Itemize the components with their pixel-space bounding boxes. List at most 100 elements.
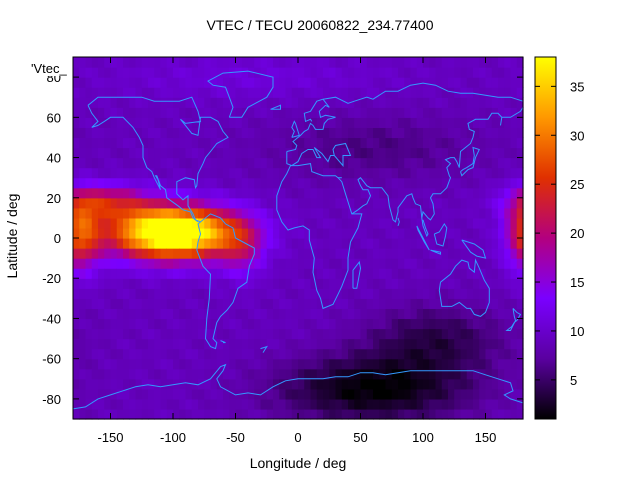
heatmap-cell bbox=[348, 217, 355, 229]
heatmap-cell bbox=[441, 318, 449, 330]
heatmap-cell bbox=[91, 107, 99, 118]
heatmap-cell bbox=[366, 348, 374, 360]
heatmap-cell bbox=[329, 227, 337, 239]
heatmap-cell bbox=[410, 368, 418, 380]
heatmap-cell bbox=[510, 67, 518, 78]
heatmap-cell bbox=[135, 117, 143, 128]
heatmap-cell bbox=[316, 398, 324, 410]
heatmap-cell bbox=[279, 258, 287, 269]
heatmap-cell bbox=[473, 308, 480, 320]
heatmap-cell bbox=[473, 288, 480, 299]
heatmap-cell bbox=[348, 117, 355, 128]
heatmap-cell bbox=[291, 308, 299, 320]
heatmap-cell bbox=[216, 77, 224, 88]
heatmap-cell bbox=[473, 177, 480, 189]
heatmap-cell bbox=[304, 187, 312, 199]
heatmap-cell bbox=[166, 107, 174, 118]
heatmap-cell bbox=[104, 137, 112, 149]
heatmap-cell bbox=[304, 398, 312, 410]
heatmap-cell bbox=[154, 328, 162, 340]
heatmap-cell bbox=[198, 107, 205, 118]
heatmap-cell bbox=[348, 157, 355, 169]
heatmap-cell bbox=[260, 308, 268, 320]
heatmap-cell bbox=[473, 107, 480, 118]
heatmap-cell bbox=[229, 57, 237, 68]
heatmap-cell bbox=[85, 137, 93, 149]
heatmap-cell bbox=[241, 167, 249, 179]
heatmap-cell bbox=[141, 308, 149, 320]
heatmap-cell bbox=[73, 157, 80, 169]
heatmap-cell bbox=[154, 217, 162, 229]
heatmap-cell bbox=[85, 238, 93, 249]
heatmap-cell bbox=[98, 217, 105, 229]
heatmap-cell bbox=[441, 408, 449, 420]
heatmap-cell bbox=[448, 87, 455, 98]
heatmap-cell bbox=[423, 348, 430, 360]
heatmap-cell bbox=[135, 318, 143, 330]
heatmap-cell bbox=[229, 368, 237, 380]
heatmap-cell bbox=[279, 408, 287, 420]
heatmap-cell bbox=[479, 217, 487, 229]
heatmap-cell bbox=[135, 197, 143, 209]
heatmap-cell bbox=[260, 197, 268, 209]
heatmap-cell bbox=[104, 117, 112, 128]
heatmap-cell bbox=[160, 338, 168, 350]
heatmap-cell bbox=[441, 338, 449, 350]
heatmap-cell bbox=[216, 207, 224, 219]
heatmap-cell bbox=[510, 298, 518, 309]
heatmap-cell bbox=[323, 388, 330, 400]
heatmap-cell bbox=[379, 127, 387, 139]
heatmap-cell bbox=[166, 268, 174, 279]
heatmap-cell bbox=[248, 338, 255, 350]
heatmap-cell bbox=[429, 167, 437, 179]
colorbar-tick-label: 30 bbox=[570, 128, 584, 143]
heatmap-cell bbox=[323, 227, 330, 239]
heatmap-cell bbox=[85, 87, 93, 98]
heatmap-cell bbox=[404, 227, 412, 239]
heatmap-cell bbox=[485, 117, 493, 128]
heatmap-cell bbox=[73, 187, 80, 199]
heatmap-cell bbox=[154, 278, 162, 289]
heatmap-cell bbox=[73, 107, 80, 118]
heatmap-cell bbox=[329, 67, 337, 78]
heatmap-cell bbox=[491, 187, 499, 199]
heatmap-cell bbox=[98, 368, 105, 380]
heatmap-cell bbox=[179, 157, 187, 169]
heatmap-cell bbox=[204, 318, 212, 330]
heatmap-cell bbox=[185, 207, 193, 219]
heatmap-cell bbox=[323, 358, 330, 370]
heatmap-cell bbox=[235, 77, 243, 88]
heatmap-cell bbox=[498, 308, 505, 320]
heatmap-cell bbox=[185, 238, 193, 249]
heatmap-cell bbox=[248, 348, 255, 360]
heatmap-cell bbox=[391, 217, 399, 229]
heatmap-cell bbox=[210, 187, 218, 199]
heatmap-cell bbox=[148, 167, 155, 179]
heatmap-cell bbox=[448, 157, 455, 169]
heatmap-cell bbox=[460, 388, 468, 400]
heatmap-cell bbox=[110, 338, 118, 350]
heatmap-cell bbox=[491, 368, 499, 380]
heatmap-cell bbox=[148, 308, 155, 320]
heatmap-cell bbox=[110, 177, 118, 189]
heatmap-cell bbox=[285, 298, 293, 309]
heatmap-cell bbox=[479, 298, 487, 309]
heatmap-cell bbox=[416, 318, 424, 330]
heatmap-cell bbox=[448, 187, 455, 199]
heatmap-cell bbox=[498, 268, 505, 279]
heatmap-cell bbox=[360, 97, 368, 108]
heatmap-cell bbox=[266, 288, 274, 299]
heatmap-cell bbox=[479, 248, 487, 259]
heatmap-cell bbox=[335, 87, 343, 98]
heatmap-cell bbox=[223, 177, 230, 189]
heatmap-cell bbox=[266, 378, 274, 390]
heatmap-cell bbox=[98, 308, 105, 320]
heatmap-cell bbox=[116, 278, 124, 289]
colorbar-tick-label: 35 bbox=[570, 79, 584, 94]
heatmap-cell bbox=[91, 187, 99, 199]
heatmap-cell bbox=[460, 318, 468, 330]
heatmap-cell bbox=[154, 77, 162, 88]
heatmap-cell bbox=[323, 177, 330, 189]
heatmap-cell bbox=[285, 278, 293, 289]
heatmap-cell bbox=[135, 398, 143, 410]
